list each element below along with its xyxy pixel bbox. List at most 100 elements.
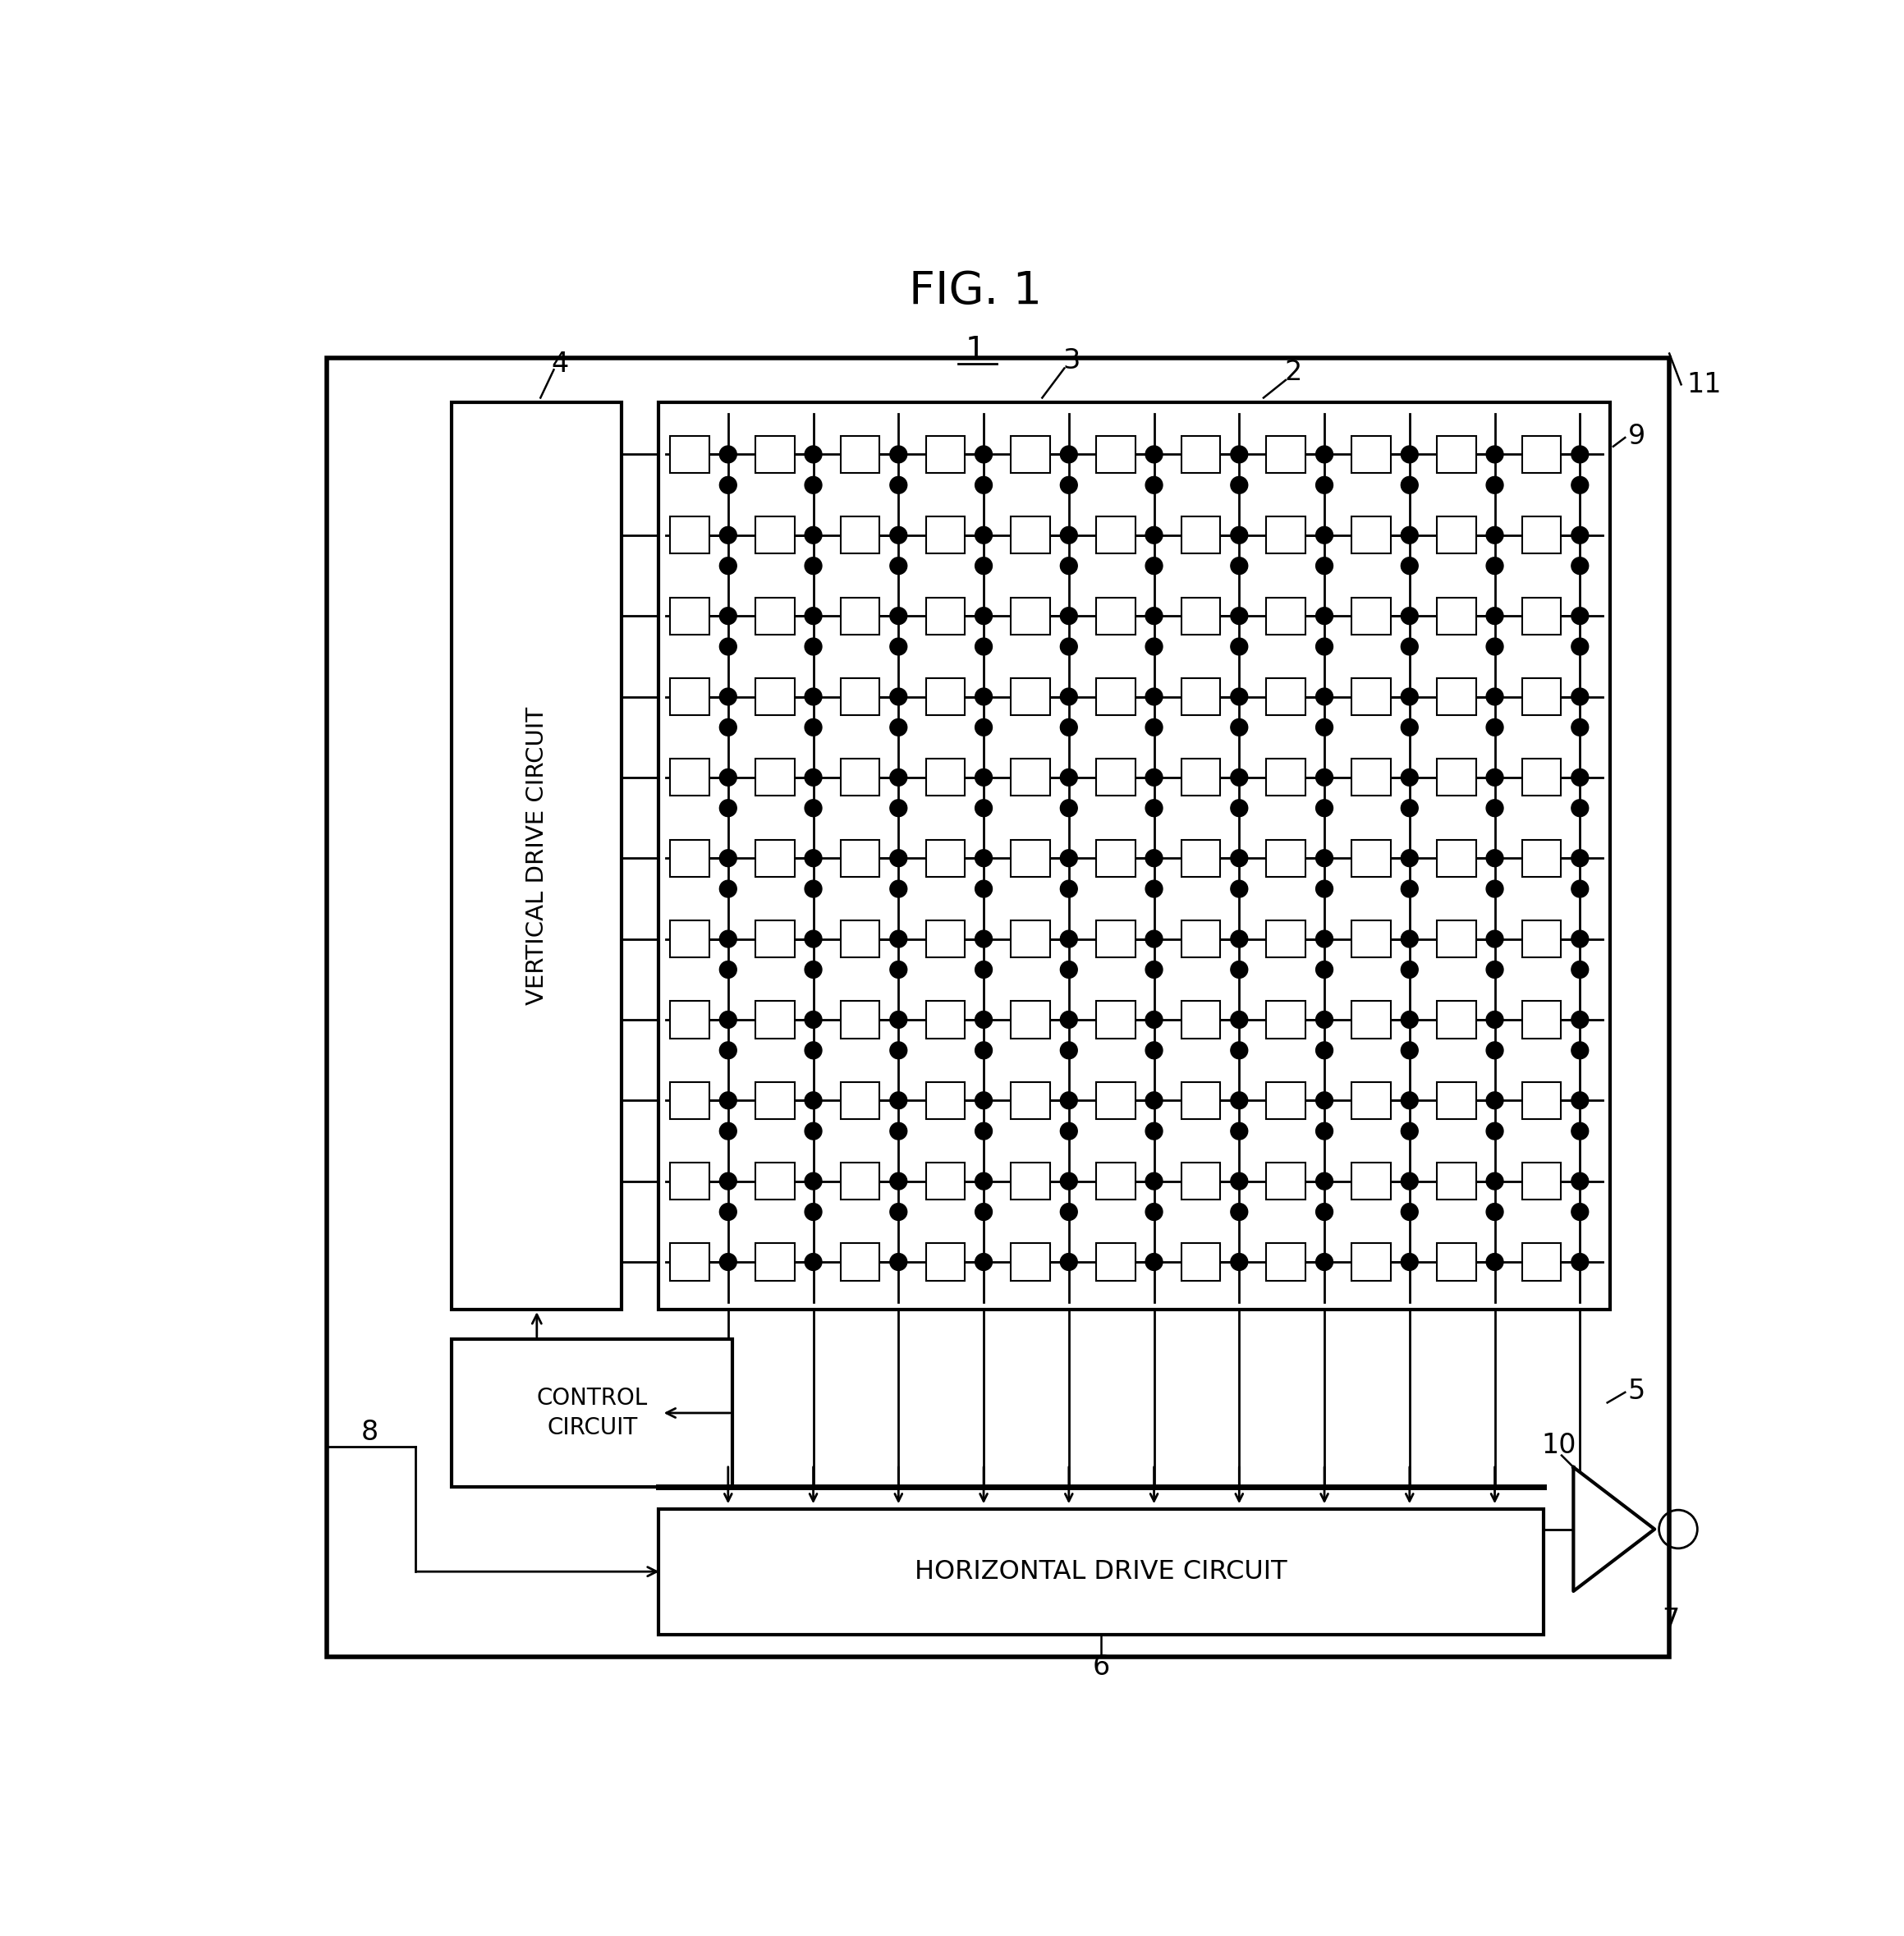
Circle shape — [975, 1092, 992, 1109]
Circle shape — [1061, 687, 1078, 705]
Bar — [756, 920, 794, 958]
Circle shape — [975, 1011, 992, 1028]
Circle shape — [1230, 639, 1247, 654]
Bar — [1352, 920, 1390, 958]
Circle shape — [720, 445, 737, 463]
Circle shape — [1401, 1123, 1418, 1140]
Bar — [1438, 678, 1476, 714]
Circle shape — [805, 769, 823, 786]
Circle shape — [1316, 800, 1333, 817]
Circle shape — [805, 1123, 823, 1140]
Circle shape — [1571, 445, 1588, 463]
Circle shape — [1571, 800, 1588, 817]
Text: 3: 3 — [1062, 347, 1080, 374]
Bar — [451, 1340, 733, 1487]
Circle shape — [1230, 1123, 1247, 1140]
Bar — [925, 1243, 965, 1280]
Circle shape — [975, 476, 992, 494]
Bar — [756, 678, 794, 714]
Bar — [1180, 840, 1220, 877]
Bar — [670, 1001, 710, 1038]
Circle shape — [1061, 850, 1078, 867]
Circle shape — [805, 608, 823, 625]
Circle shape — [1571, 527, 1588, 544]
Bar — [659, 403, 1611, 1309]
Bar — [840, 1164, 880, 1200]
Circle shape — [1316, 850, 1333, 867]
Circle shape — [805, 445, 823, 463]
Bar — [670, 759, 710, 796]
Circle shape — [1230, 558, 1247, 575]
Bar — [925, 1001, 965, 1038]
Circle shape — [1571, 850, 1588, 867]
Circle shape — [975, 687, 992, 705]
Circle shape — [720, 558, 737, 575]
Circle shape — [1061, 476, 1078, 494]
Circle shape — [1146, 687, 1163, 705]
Circle shape — [805, 687, 823, 705]
Circle shape — [1401, 850, 1418, 867]
Circle shape — [975, 769, 992, 786]
Bar — [1352, 1082, 1390, 1119]
Circle shape — [1230, 850, 1247, 867]
Circle shape — [805, 558, 823, 575]
Circle shape — [1061, 608, 1078, 625]
Circle shape — [1571, 1042, 1588, 1059]
Text: CONTROL
CIRCUIT: CONTROL CIRCUIT — [537, 1386, 647, 1440]
Circle shape — [1571, 639, 1588, 654]
Circle shape — [975, 1042, 992, 1059]
Bar — [670, 920, 710, 958]
Bar — [756, 1243, 794, 1280]
Circle shape — [1316, 476, 1333, 494]
Circle shape — [889, 931, 906, 947]
Circle shape — [1146, 1011, 1163, 1028]
Circle shape — [1316, 639, 1333, 654]
Circle shape — [1487, 960, 1504, 978]
Circle shape — [889, 800, 906, 817]
Circle shape — [1401, 718, 1418, 736]
Circle shape — [1571, 1123, 1588, 1140]
Bar — [1011, 517, 1051, 554]
Bar — [1266, 517, 1306, 554]
Circle shape — [975, 718, 992, 736]
Circle shape — [1487, 800, 1504, 817]
Circle shape — [1316, 931, 1333, 947]
Bar — [840, 759, 880, 796]
Circle shape — [1061, 639, 1078, 654]
Bar — [1180, 1243, 1220, 1280]
Bar — [1180, 920, 1220, 958]
Bar — [1352, 1164, 1390, 1200]
Circle shape — [805, 960, 823, 978]
Circle shape — [1146, 608, 1163, 625]
Circle shape — [1061, 769, 1078, 786]
Bar — [756, 598, 794, 635]
Bar — [840, 1001, 880, 1038]
Bar — [1438, 1001, 1476, 1038]
Bar — [1438, 840, 1476, 877]
Circle shape — [1487, 445, 1504, 463]
Circle shape — [1146, 931, 1163, 947]
Circle shape — [720, 1011, 737, 1028]
Circle shape — [1230, 1092, 1247, 1109]
Circle shape — [1487, 558, 1504, 575]
Text: 6: 6 — [1093, 1653, 1110, 1680]
Circle shape — [1146, 1042, 1163, 1059]
Circle shape — [1061, 800, 1078, 817]
Bar — [1180, 517, 1220, 554]
Bar — [1352, 436, 1390, 472]
Circle shape — [1401, 931, 1418, 947]
Circle shape — [1487, 1204, 1504, 1220]
Circle shape — [889, 960, 906, 978]
Bar — [1521, 1001, 1561, 1038]
Text: 5: 5 — [1628, 1376, 1645, 1404]
Circle shape — [1487, 608, 1504, 625]
Circle shape — [889, 1011, 906, 1028]
Bar — [1352, 598, 1390, 635]
Bar — [840, 678, 880, 714]
Circle shape — [805, 881, 823, 898]
Circle shape — [720, 639, 737, 654]
Circle shape — [975, 800, 992, 817]
Circle shape — [1487, 639, 1504, 654]
Bar — [1097, 840, 1135, 877]
Circle shape — [1401, 1042, 1418, 1059]
